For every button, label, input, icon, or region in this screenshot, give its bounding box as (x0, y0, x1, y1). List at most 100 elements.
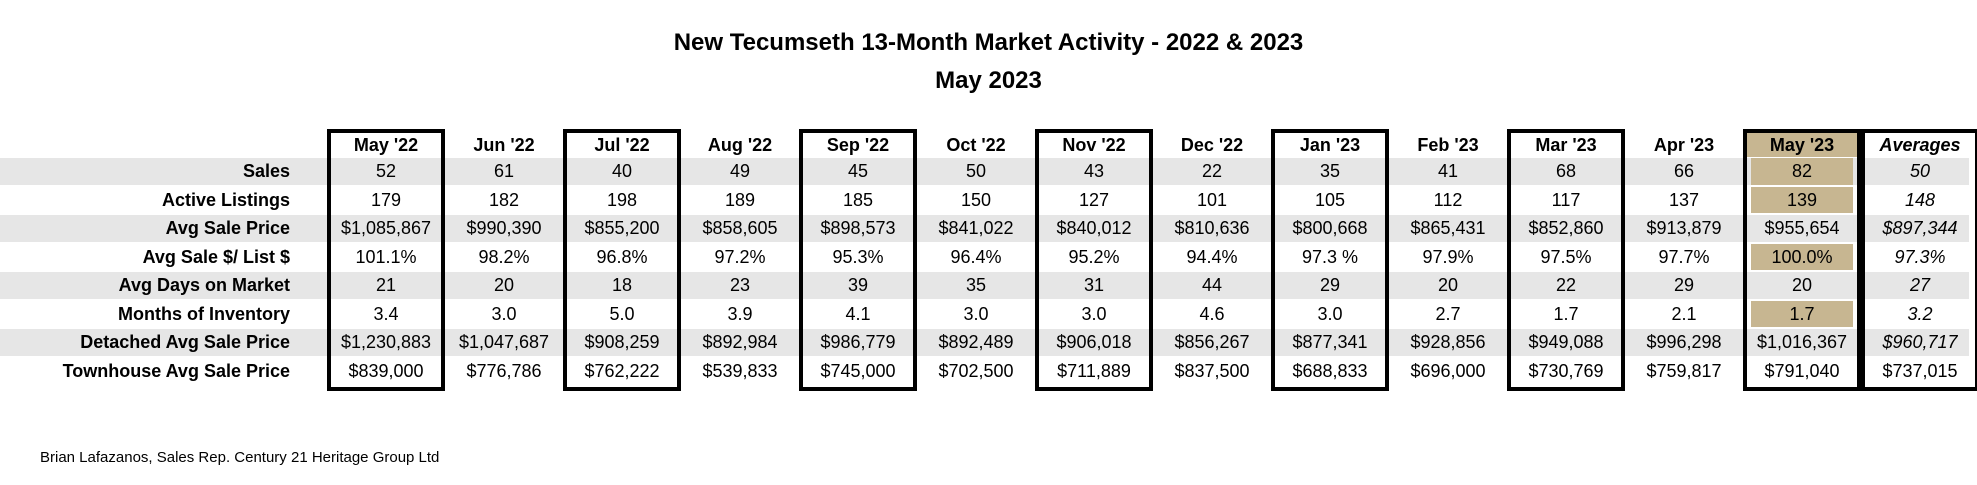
table-cell: 1.7 (1789, 303, 1815, 324)
table-cell: 20 (1437, 275, 1459, 295)
column-frame (799, 129, 917, 391)
table-cell: $840,012 (1056, 218, 1132, 238)
table-cell: $906,018 (1056, 332, 1132, 352)
table-cell: $897,344 (1882, 218, 1958, 238)
table-cell: 112 (1433, 189, 1463, 210)
table-cell: 35 (965, 275, 987, 295)
table-cell: $928,856 (1410, 332, 1486, 352)
table-cell: 22 (1555, 275, 1577, 295)
table-cell: $986,779 (820, 332, 896, 352)
row-label: Active Listings (161, 189, 290, 210)
table-cell: $759,817 (1646, 360, 1722, 381)
footer-credit: Brian Lafazanos, Sales Rep. Century 21 H… (40, 449, 440, 466)
table-cell: 66 (1673, 161, 1695, 181)
table-cell: 3.9 (727, 303, 753, 324)
table-cell: 94.4% (1186, 246, 1238, 267)
table-cell: $990,390 (466, 218, 542, 238)
table-cell: 31 (1083, 275, 1105, 295)
row-label: Avg Sale Price (165, 218, 290, 238)
table-cell: 95.2% (1068, 246, 1120, 267)
table-cell: $856,267 (1174, 332, 1250, 352)
table-cell: $837,500 (1174, 360, 1250, 381)
highlight-cell (1751, 243, 1853, 270)
chart-title: New Tecumseth 13-Month Market Activity -… (673, 29, 1304, 56)
table-cell: $539,833 (702, 360, 778, 381)
table-cell: 20 (493, 275, 515, 295)
table-cell: $688,833 (1292, 360, 1368, 381)
table-cell: 41 (1437, 161, 1459, 181)
table-cell: $737,015 (1882, 360, 1958, 381)
table-cell: $776,786 (466, 360, 542, 381)
table-cell: 3.0 (1317, 303, 1343, 324)
column-frame (1861, 129, 1977, 391)
column-frame (1507, 129, 1625, 391)
table-cell: $877,341 (1292, 332, 1368, 352)
table-cell: 97.7% (1658, 246, 1710, 267)
table-cell: $800,668 (1292, 218, 1368, 238)
chart-subtitle: May 2023 (935, 67, 1042, 94)
column-header: Averages (1879, 135, 1961, 155)
column-header: Oct '22 (946, 135, 1006, 155)
column-header: Jun '22 (473, 135, 535, 155)
highlight-header-cell (1747, 133, 1857, 157)
table-cell: 44 (1201, 275, 1223, 295)
column-header: Jul '22 (594, 135, 650, 155)
highlight-cell (1751, 186, 1853, 213)
table-cell: $696,000 (1410, 360, 1486, 381)
column-header: Jan '23 (1299, 135, 1361, 155)
table-cell: 150 (960, 189, 992, 210)
table-cell: 40 (611, 161, 633, 181)
table-cell: $898,573 (820, 218, 896, 238)
table-cell: 45 (847, 161, 869, 181)
table-cell: 82 (1791, 161, 1813, 181)
table-cell: 3.0 (963, 303, 989, 324)
table-cell: $1,230,883 (340, 332, 432, 352)
table-cell: 49 (729, 161, 751, 181)
table-cell: 182 (488, 189, 520, 210)
table-cell: 52 (375, 161, 397, 181)
table-cell: 29 (1319, 275, 1341, 295)
column-header: May '22 (353, 135, 419, 155)
table-cell: 96.4% (950, 246, 1002, 267)
table-cell: $745,000 (820, 360, 896, 381)
table-cell: $865,431 (1410, 218, 1486, 238)
table-cell: $892,489 (938, 332, 1014, 352)
row-label: Townhouse Avg Sale Price (62, 360, 290, 381)
table-cell: $996,298 (1646, 332, 1722, 352)
table-cell: $730,769 (1528, 360, 1604, 381)
table-cell: $762,222 (584, 360, 660, 381)
column-header: Sep '22 (826, 135, 890, 155)
column-header: Feb '23 (1417, 135, 1479, 155)
table-cell: $892,984 (702, 332, 778, 352)
table-cell: $841,022 (938, 218, 1014, 238)
table-cell: 61 (493, 161, 515, 181)
table-cell: 3.0 (491, 303, 517, 324)
table-cell: 148 (1904, 189, 1936, 210)
table-cell: 198 (606, 189, 638, 210)
table-cell: $960,717 (1882, 332, 1958, 352)
table-cell: 2.1 (1671, 303, 1697, 324)
table-cell: $858,605 (702, 218, 778, 238)
table-cell: $1,016,367 (1756, 332, 1848, 352)
table-cell: 98.2% (478, 246, 530, 267)
table-cell: 97.3 % (1301, 246, 1359, 267)
table-cell: 50 (1909, 161, 1931, 181)
table-cell: 117 (1551, 189, 1581, 210)
table-cell: 1.7 (1553, 303, 1579, 324)
table-cell: 3.4 (373, 303, 399, 324)
row-label: Sales (242, 161, 290, 181)
table-cell: 2.7 (1435, 303, 1461, 324)
table-cell: 4.1 (845, 303, 871, 324)
table-cell: 189 (724, 189, 756, 210)
table-cell: $908,259 (584, 332, 660, 352)
row-label: Detached Avg Sale Price (80, 332, 290, 352)
table-cell: 4.6 (1199, 303, 1225, 324)
table-cell: 97.2% (714, 246, 766, 267)
table-cell: 29 (1673, 275, 1695, 295)
table-cell: 100.0% (1771, 246, 1833, 267)
row-label: Avg Days on Market (118, 275, 290, 295)
table-cell: 127 (1078, 189, 1110, 210)
table-cell: 3.0 (1081, 303, 1107, 324)
table-cell: 20 (1791, 275, 1813, 295)
